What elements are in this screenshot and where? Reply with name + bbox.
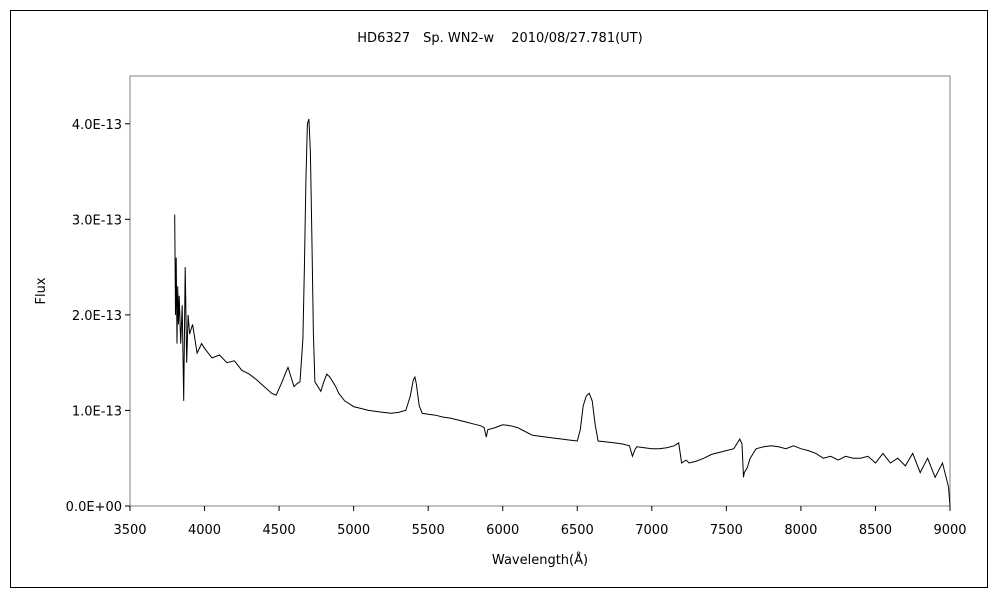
x-tick-label: 4500 — [263, 523, 296, 538]
y-tick-label: 4.0E-13 — [72, 118, 122, 133]
flux-spectrum-line — [174, 118, 951, 507]
chart-frame — [10, 10, 988, 588]
x-tick-label: 5000 — [337, 523, 370, 538]
x-tick-label: 8000 — [784, 523, 817, 538]
x-tick-label: 6000 — [486, 523, 519, 538]
x-tick-label: 6500 — [561, 523, 594, 538]
x-tick-label: 7500 — [710, 523, 743, 538]
x-tick-label: 8500 — [859, 523, 892, 538]
y-tick-label: 3.0E-13 — [72, 213, 122, 228]
y-tick-label: 0.0E+00 — [66, 500, 122, 515]
y-axis: 0.0E+00 1.0E-13 2.0E-13 3.0E-13 4.0E-13 — [66, 118, 130, 515]
x-tick-label: 7000 — [635, 523, 668, 538]
x-axis-label: Wavelength(Å) — [492, 552, 588, 568]
x-tick-label: 3500 — [113, 523, 146, 538]
x-tick-label: 4000 — [188, 523, 221, 538]
y-tick-label: 1.0E-13 — [72, 404, 122, 419]
x-tick-label: 5500 — [412, 523, 445, 538]
y-axis-label: Flux — [34, 277, 49, 304]
plot-area — [129, 75, 951, 507]
x-axis: 3500 4000 4500 5000 5500 6000 6500 7000 7500 8000… — [113, 506, 967, 538]
y-tick-label: 2.0E-13 — [72, 309, 122, 324]
chart-title: HD6327 Sp. WN2-w 2010/08/27.781(UT) — [357, 31, 642, 46]
x-tick-label: 9000 — [933, 523, 966, 538]
